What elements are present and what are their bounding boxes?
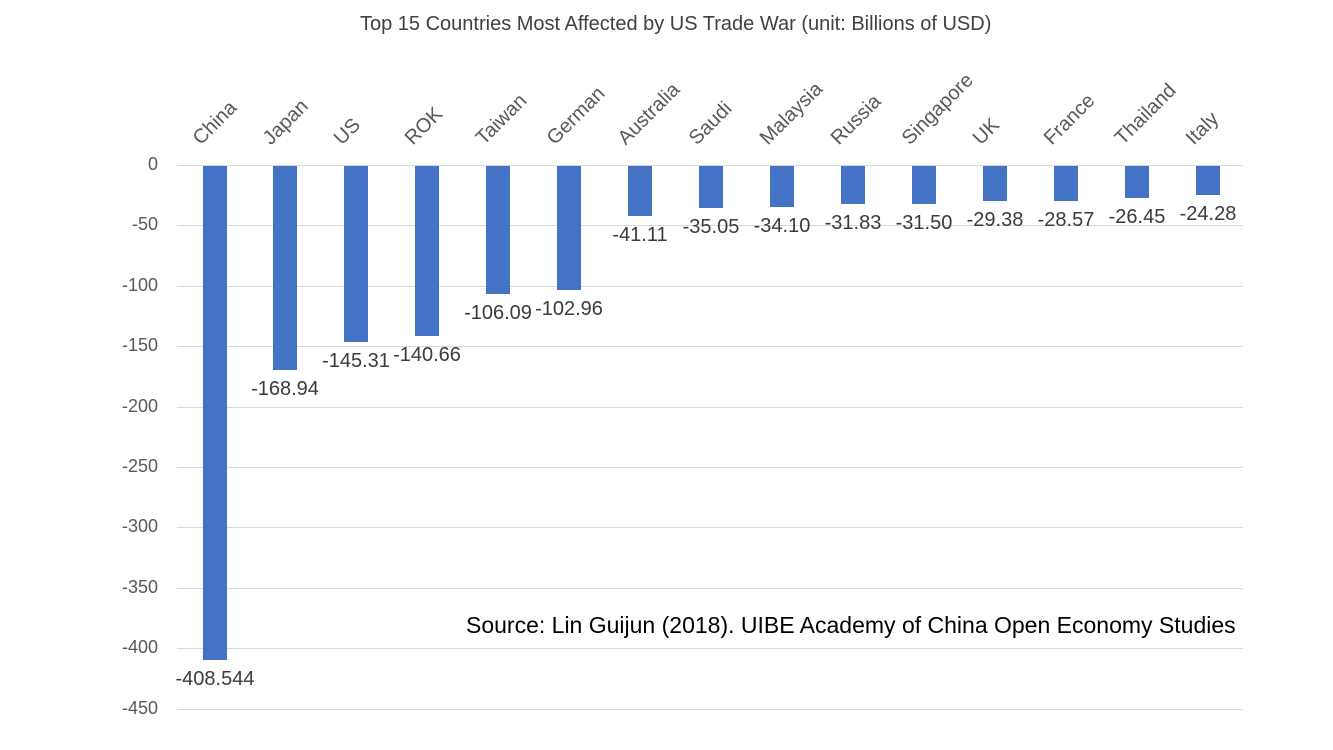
bar-france	[1054, 166, 1078, 201]
gridline	[177, 225, 1243, 226]
gridline	[177, 467, 1243, 468]
source-note: Source: Lin Guijun (2018). UIBE Academy …	[466, 612, 1236, 638]
bar-china	[203, 166, 227, 660]
y-axis-tick-label: -300	[121, 516, 158, 536]
gridline	[177, 407, 1243, 408]
data-label-australia: -41.11	[612, 224, 668, 246]
category-label-rok: ROK	[400, 103, 447, 150]
y-axis-tick-label: -150	[121, 335, 158, 355]
data-label-italy: -24.28	[1179, 203, 1237, 225]
gridline	[177, 588, 1243, 589]
bar-russia	[841, 166, 865, 204]
data-label-china: -408.544	[175, 668, 255, 690]
category-label-france: France	[1039, 89, 1100, 150]
category-label-us: US	[329, 114, 365, 150]
bar-thailand	[1125, 166, 1149, 198]
y-axis-tick-label: -400	[121, 637, 158, 657]
y-axis-tick-label: -350	[121, 577, 158, 597]
data-label-russia: -31.83	[824, 212, 882, 234]
y-axis-tick-label: -200	[121, 396, 158, 416]
data-label-german: -102.96	[535, 298, 603, 320]
category-label-china: China	[188, 96, 242, 150]
y-axis-tick-label: -450	[121, 698, 158, 718]
data-label-uk: -29.38	[966, 209, 1024, 231]
y-axis-tick-label: 0	[147, 154, 158, 174]
y-axis-tick-label: -250	[121, 456, 158, 476]
category-label-taiwan: Taiwan	[471, 89, 532, 150]
y-axis-tick-label: -50	[131, 214, 158, 234]
category-label-thailand: Thailand	[1110, 79, 1181, 150]
bar-uk	[983, 166, 1007, 201]
category-label-australia: Australia	[613, 78, 685, 150]
bar-saudi	[699, 166, 723, 208]
gridline	[177, 346, 1243, 347]
data-label-us: -145.31	[322, 350, 390, 372]
data-label-singapore: -31.50	[895, 212, 953, 234]
chart-title: Top 15 Countries Most Affected by US Tra…	[360, 13, 992, 35]
category-label-uk: UK	[968, 114, 1004, 150]
category-label-singapore: Singapore	[897, 69, 978, 150]
y-axis-tick-label: -100	[121, 275, 158, 295]
data-label-rok: -140.66	[393, 344, 461, 366]
category-label-italy: Italy	[1181, 107, 1224, 150]
bar-german	[557, 166, 581, 290]
gridline	[177, 648, 1243, 649]
gridline	[177, 709, 1243, 710]
bar-japan	[273, 166, 297, 370]
category-label-saudi: Saudi	[684, 97, 737, 150]
data-label-malaysia: -34.10	[753, 215, 811, 237]
data-label-taiwan: -106.09	[464, 302, 532, 324]
category-label-malaysia: Malaysia	[755, 77, 828, 150]
bar-rok	[415, 166, 439, 336]
category-label-german: German	[542, 82, 610, 150]
bar-malaysia	[770, 166, 794, 207]
data-label-japan: -168.94	[251, 378, 319, 400]
category-label-japan: Japan	[258, 95, 313, 150]
bar-taiwan	[486, 166, 510, 294]
data-label-thailand: -26.45	[1108, 206, 1166, 228]
gridline	[177, 527, 1243, 528]
bar-australia	[628, 166, 652, 216]
data-label-saudi: -35.05	[682, 216, 740, 238]
bar-singapore	[912, 166, 936, 204]
category-label-russia: Russia	[826, 90, 886, 150]
data-label-france: -28.57	[1037, 209, 1095, 231]
gridline	[177, 165, 1243, 166]
bar-italy	[1196, 166, 1220, 195]
bar-us	[344, 166, 368, 342]
gridline	[177, 286, 1243, 287]
